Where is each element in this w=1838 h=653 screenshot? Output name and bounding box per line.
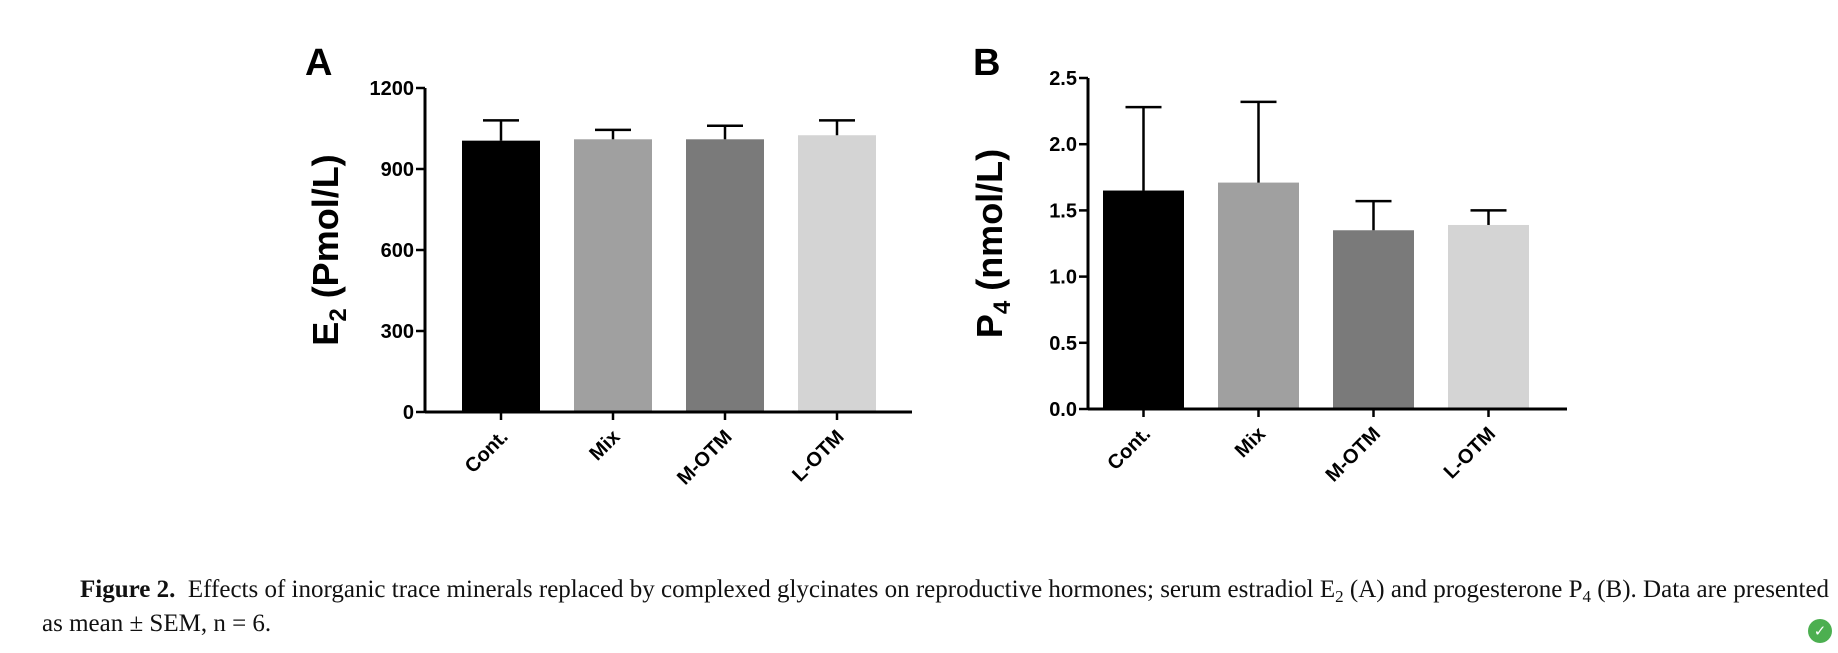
category-label: Mix [585,426,624,465]
figure-charts: A E2 (Pmol/L) 0 300 600 900 1200 Cont. Mix M-OTM L… [305,42,1567,489]
chart-panel-a: A E2 (Pmol/L) 0 300 600 900 1200 Cont. Mix M-OTM L… [305,42,912,489]
bar [1218,182,1299,409]
y-axis-title-unit: (Pmol/L) [305,154,346,308]
bar [1103,190,1184,409]
category-label: Cont. [1103,423,1155,475]
panel-letter: A [305,42,332,84]
bar [686,139,764,413]
category-label: L-OTM [788,426,848,486]
panel-letter: B [973,42,1000,84]
y-axis-title-sub: 4 [989,300,1016,314]
bar [1448,224,1529,409]
y-tick-label: 0.5 [1049,333,1077,355]
caption-sub-2: 4 [1582,587,1591,606]
y-tick-label: 1.0 [1049,267,1077,289]
y-axis-title: P4 (nmol/L) [969,149,1016,338]
y-tick-label: 900 [381,159,414,181]
chart-panel-b: B P4 (nmol/L) 0.0 0.5 1.0 1.5 2.0 2.5 Cont. Mix M-… [969,42,1567,486]
category-label: L-OTM [1440,423,1500,483]
y-tick-label: 0.0 [1049,399,1077,421]
caption-text-3: (B). Data are presented as mean ± SEM, n… [42,576,1830,637]
y-tick-label: 0 [403,402,414,424]
bar [1333,230,1414,409]
y-tick-label: 2.5 [1049,68,1077,90]
y-tick-label: 300 [381,321,414,343]
bar [798,135,876,412]
y-axis-title-main: P [969,314,1010,338]
category-label: M-OTM [1322,423,1385,486]
y-axis-title: E2 (Pmol/L) [305,154,352,345]
category-label: Mix [1231,423,1270,462]
caption-text-1: Effects of inorganic trace minerals repl… [187,576,1336,603]
category-label: M-OTM [673,426,736,489]
figure-caption: Figure 2. Effects of inorganic trace min… [42,573,1832,641]
y-axis-title-unit: (nmol/L) [969,149,1010,301]
y-tick-label: 1.5 [1049,200,1077,222]
caption-label: Figure 2. [80,576,176,603]
y-tick-label: 600 [381,240,414,262]
y-axis-title-sub: 2 [325,308,352,321]
bar [574,139,652,413]
caption-sub-1: 2 [1335,587,1344,606]
y-axis-title-main: E [305,322,346,346]
category-label: Cont. [461,426,513,478]
caption-text-2: (A) and progesterone P [1343,576,1583,603]
y-tick-label: 1200 [370,78,415,100]
bar [462,140,540,412]
y-tick-label: 2.0 [1049,134,1077,156]
leaf-check-icon[interactable]: ✓ [1808,619,1832,643]
badge-glyph: ✓ [1813,622,1827,640]
